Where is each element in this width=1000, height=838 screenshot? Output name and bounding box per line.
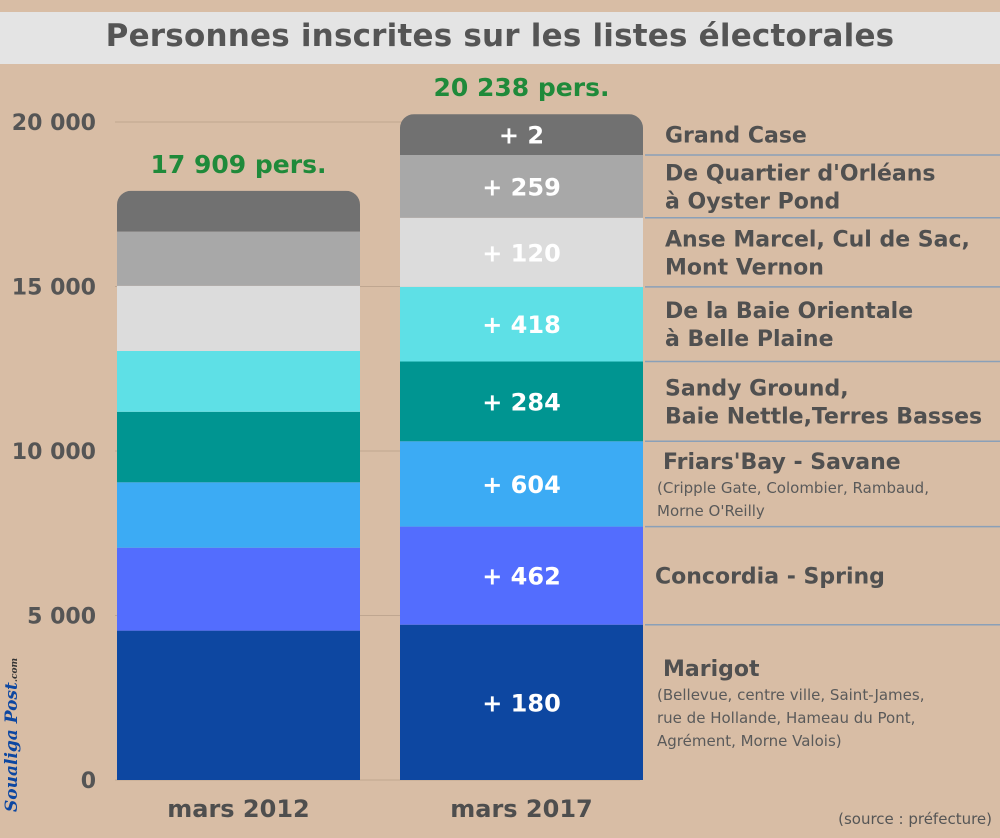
y-tick-label: 0: [81, 769, 96, 794]
increase-label: + 259: [482, 173, 561, 201]
increase-label: + 2: [499, 122, 544, 150]
y-tick-label: 15 000: [12, 276, 96, 301]
increase-label: + 604: [482, 471, 561, 499]
bar-segment: [117, 350, 360, 412]
bar-segment: [400, 154, 643, 218]
bar-segment: [400, 217, 643, 287]
bar-segment: [117, 285, 360, 351]
bar-segment: [400, 526, 643, 625]
title-band: [0, 12, 1000, 64]
bar-segment: [117, 547, 360, 631]
bar-segment: [117, 231, 360, 286]
legend-area-name: Grand Case: [665, 124, 807, 149]
legend-area-name: De Quartier d'Orléans: [665, 161, 936, 186]
legend-area-detail: rue de Hollande, Hameau du Pont,: [657, 709, 915, 727]
bar-segment: [117, 630, 360, 780]
bar-segment: [400, 624, 643, 780]
bar-group: [117, 190, 360, 780]
legend-area-detail: (Bellevue, centre ville, Saint-James,: [657, 686, 924, 704]
legend-area-name: Baie Nettle,Terres Basses: [665, 404, 982, 429]
legend-area-name: Marigot: [663, 657, 760, 682]
increase-label: + 418: [482, 311, 561, 339]
x-category-label: mars 2017: [450, 795, 592, 823]
bar-segment: [400, 361, 643, 442]
bar-segment: [400, 286, 643, 362]
bar-segment: [117, 411, 360, 483]
chart-title: Personnes inscrites sur les listes élect…: [105, 18, 895, 54]
increase-label: + 284: [482, 388, 561, 416]
legend-area-name: Friars'Bay - Savane: [663, 450, 901, 475]
increase-label: + 120: [482, 239, 561, 267]
legend-area-name: Anse Marcel, Cul de Sac,: [665, 227, 970, 252]
y-tick-label: 20 000: [12, 111, 96, 136]
bar-segment: [117, 190, 360, 232]
total-label: 20 238 pers.: [434, 73, 610, 102]
svg-text:Soualiga Post.com: Soualiga Post.com: [2, 658, 22, 812]
source-note: (source : préfecture): [838, 810, 992, 828]
bar-segment: [400, 441, 643, 527]
bar-segment: [400, 114, 643, 155]
legend-area-name: à Belle Plaine: [665, 327, 834, 352]
legend-area-name: Sandy Ground,: [665, 376, 849, 401]
soualiga-post-logo: Soualiga Post.com: [2, 658, 22, 812]
increase-label: + 180: [482, 689, 561, 717]
legend-area-name: Concordia - Spring: [655, 565, 885, 590]
bar-group: [400, 114, 643, 780]
legend-area-detail: Morne O'Reilly: [657, 502, 765, 520]
legend-area-detail: (Cripple Gate, Colombier, Rambaud,: [657, 479, 929, 497]
increase-label: + 462: [482, 563, 561, 591]
total-label: 17 909 pers.: [151, 150, 327, 179]
legend-area-name: Mont Vernon: [665, 255, 824, 280]
legend-area-name: De la Baie Orientale: [665, 299, 913, 324]
y-tick-label: 10 000: [12, 440, 96, 465]
y-tick-label: 5 000: [27, 605, 96, 630]
x-category-label: mars 2012: [167, 795, 309, 823]
legend-area-name: à Oyster Pond: [665, 189, 840, 214]
legend-area-detail: Agrément, Morne Valois): [657, 732, 842, 750]
bar-segment: [117, 482, 360, 548]
